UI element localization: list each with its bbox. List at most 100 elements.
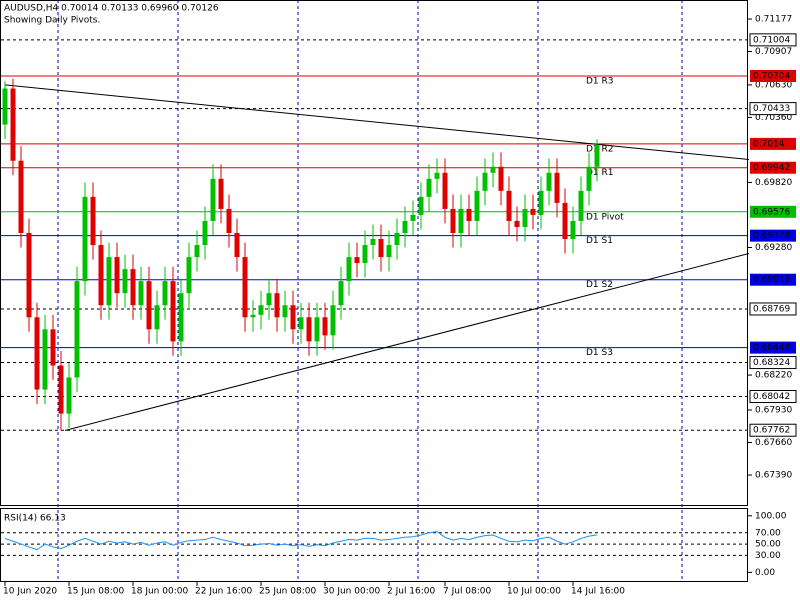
rsi-tick-label: 50.00 bbox=[755, 540, 781, 550]
candle-body bbox=[450, 208, 456, 233]
candle-body bbox=[506, 190, 512, 221]
chart-subtitle: Showing Daily Pivots. bbox=[4, 16, 100, 26]
x-tick-label: 10 Jul 00:00 bbox=[507, 587, 561, 597]
candle-body bbox=[442, 172, 448, 209]
candle-body bbox=[162, 281, 168, 306]
candle-body bbox=[514, 220, 520, 227]
candle-body bbox=[394, 232, 400, 246]
candle-body bbox=[466, 208, 472, 221]
candle-body bbox=[418, 196, 424, 215]
candle-body bbox=[586, 166, 592, 191]
candle-body bbox=[170, 281, 176, 342]
pivot-name: D1 R3 bbox=[586, 76, 614, 86]
x-tick-label: 7 Jul 08:00 bbox=[443, 587, 492, 597]
level-label: 0.70433 bbox=[753, 104, 790, 114]
pivot-box bbox=[750, 205, 796, 218]
candle-body bbox=[218, 178, 224, 209]
candle-body bbox=[538, 190, 544, 215]
candle-body bbox=[242, 257, 248, 318]
level-label: 0.68042 bbox=[753, 392, 790, 402]
candle-body bbox=[370, 239, 376, 246]
level-label: 0.71004 bbox=[753, 35, 790, 45]
candle-body bbox=[482, 172, 488, 191]
x-tick-label: 30 Jun 00:00 bbox=[323, 587, 380, 597]
candle-body bbox=[578, 190, 584, 221]
y-tick-label: 0.67660 bbox=[755, 438, 792, 448]
candle-body bbox=[114, 257, 120, 294]
pivot-box bbox=[750, 161, 796, 174]
trendline bbox=[64, 252, 750, 431]
candle-body bbox=[34, 317, 40, 390]
candle-body bbox=[290, 305, 296, 330]
x-tick-label: 2 Jul 16:00 bbox=[387, 587, 436, 597]
candle-body bbox=[250, 314, 256, 318]
pivot-name: D1 S3 bbox=[586, 348, 613, 358]
x-tick-label: 25 Jun 08:00 bbox=[259, 587, 316, 597]
candle-body bbox=[274, 293, 280, 318]
pivot-box bbox=[750, 137, 796, 150]
candle-body bbox=[58, 365, 64, 414]
candle-body bbox=[498, 166, 504, 191]
y-tick-label: 0.69280 bbox=[755, 243, 792, 253]
candle-body bbox=[106, 257, 112, 306]
level-box bbox=[749, 302, 797, 316]
rsi-tick-label: 0.00 bbox=[755, 568, 775, 578]
candle-body bbox=[234, 232, 240, 258]
pivot-name: D1 Pivot bbox=[586, 212, 624, 222]
level-box bbox=[749, 423, 797, 437]
y-tick-label: 0.68220 bbox=[755, 371, 792, 381]
candle-body bbox=[66, 377, 72, 414]
pivot-name: D1 S2 bbox=[586, 280, 613, 290]
chart-title: AUDUSD,H4 0.70014 0.70133 0.69960 0.7012… bbox=[4, 4, 219, 14]
candle-body bbox=[530, 208, 536, 215]
candle-body bbox=[554, 172, 560, 203]
candle-body bbox=[2, 88, 8, 125]
candle-body bbox=[50, 329, 56, 366]
rsi-line bbox=[4, 531, 598, 551]
pivot-name: D1 S1 bbox=[586, 236, 613, 246]
candle-body bbox=[490, 166, 496, 173]
candle-body bbox=[42, 329, 48, 390]
candle-body bbox=[570, 220, 576, 240]
candle-body bbox=[26, 232, 32, 318]
candle-body bbox=[202, 220, 208, 246]
candle-body bbox=[122, 269, 128, 294]
pivot-name: D1 R2 bbox=[586, 144, 614, 154]
candle-body bbox=[194, 245, 200, 258]
y-tick-label: 0.69820 bbox=[755, 178, 792, 188]
candle-body bbox=[362, 245, 368, 264]
level-box bbox=[749, 33, 797, 47]
level-box bbox=[749, 356, 797, 370]
level-label: 0.68769 bbox=[753, 304, 790, 314]
candle-body bbox=[314, 317, 320, 342]
pivot-name: D1 R1 bbox=[586, 168, 614, 178]
pivot-box bbox=[750, 341, 796, 354]
level-label: 0.68324 bbox=[753, 358, 790, 368]
candle-body bbox=[298, 317, 304, 330]
rsi-tick-label: 100.00 bbox=[755, 511, 787, 521]
pivot-box bbox=[750, 273, 796, 286]
candle-body bbox=[322, 317, 328, 336]
candle-body bbox=[138, 281, 144, 306]
pivot-label: 0.68448 bbox=[753, 343, 790, 353]
candle-body bbox=[98, 245, 104, 306]
pivot-label: 0.69012 bbox=[753, 275, 790, 285]
y-tick-label: 0.71177 bbox=[755, 15, 792, 25]
candle-body bbox=[18, 160, 24, 233]
pivot-label: 0.70704 bbox=[753, 71, 790, 81]
trendline bbox=[4, 84, 750, 161]
rsi-title: RSI(14) 66.13 bbox=[4, 514, 66, 524]
level-box bbox=[749, 102, 797, 116]
candle-body bbox=[402, 220, 408, 233]
candle-body bbox=[426, 178, 432, 197]
candle-body bbox=[282, 305, 288, 318]
candle-body bbox=[434, 172, 440, 179]
candle-body bbox=[354, 257, 360, 264]
pivot-box bbox=[750, 69, 796, 82]
y-tick-label: 0.70360 bbox=[755, 113, 792, 123]
level-box bbox=[749, 390, 797, 404]
x-tick-label: 18 Jun 00:00 bbox=[131, 587, 188, 597]
candle-body bbox=[346, 257, 352, 282]
main-panel bbox=[0, 0, 748, 506]
candle-body bbox=[82, 196, 88, 282]
